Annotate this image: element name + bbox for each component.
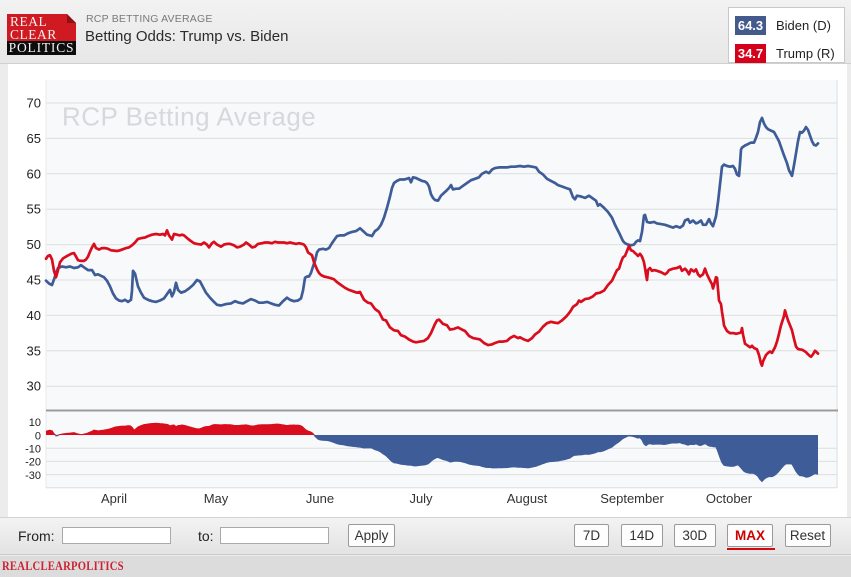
svg-text:55: 55 — [27, 202, 41, 217]
svg-text:10: 10 — [29, 417, 41, 429]
svg-text:65: 65 — [27, 131, 41, 146]
svg-text:April: April — [101, 491, 127, 506]
svg-text:45: 45 — [27, 273, 41, 288]
svg-text:40: 40 — [27, 308, 41, 323]
svg-text:0: 0 — [35, 430, 41, 442]
svg-text:50: 50 — [27, 237, 41, 252]
svg-text:60: 60 — [27, 166, 41, 181]
svg-text:30: 30 — [27, 379, 41, 394]
svg-text:August: August — [507, 491, 548, 506]
svg-text:35: 35 — [27, 343, 41, 358]
svg-text:-30: -30 — [25, 470, 41, 482]
svg-text:-10: -10 — [25, 444, 41, 456]
svg-text:RCP Betting Average: RCP Betting Average — [62, 102, 316, 132]
svg-text:September: September — [600, 491, 664, 506]
svg-text:May: May — [204, 491, 229, 506]
svg-text:June: June — [306, 491, 334, 506]
svg-text:-20: -20 — [25, 457, 41, 469]
svg-text:July: July — [409, 491, 433, 506]
svg-text:October: October — [706, 491, 753, 506]
svg-text:70: 70 — [27, 96, 41, 111]
